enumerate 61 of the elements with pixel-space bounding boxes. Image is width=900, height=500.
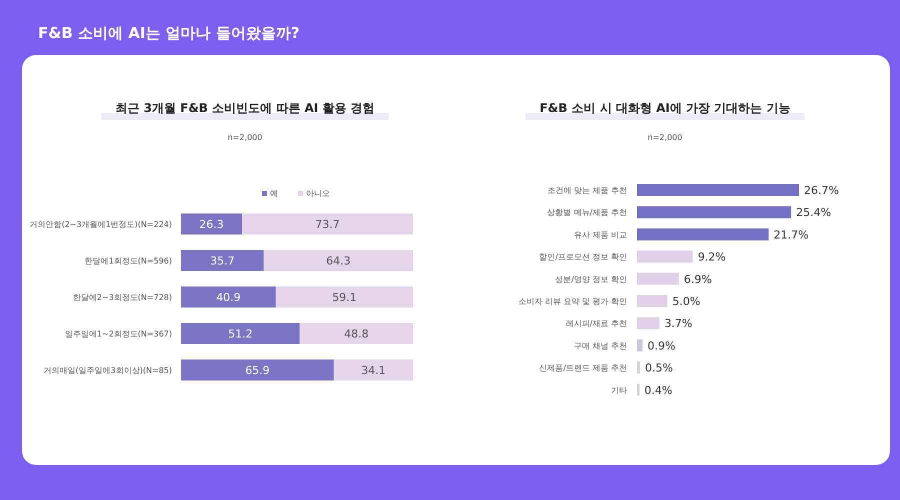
- y-tick-label: 조건에 맞는 제품 추천: [547, 186, 627, 195]
- chart-subtitle: n=2,000: [228, 133, 262, 142]
- data-label: 21.7%: [774, 228, 809, 242]
- bar: [637, 228, 769, 240]
- data-label: 65.9: [245, 364, 270, 377]
- y-tick-label: 구매 채널 추천: [574, 341, 627, 350]
- y-tick-label: 한달에1회정도(N=596): [84, 256, 172, 266]
- y-tick-label: 거의안함(2~3개월에1번정도)(N=224): [30, 220, 172, 229]
- y-tick-label: 소비자 리뷰 요약 및 평가 확인: [518, 297, 627, 306]
- bar: [181, 250, 264, 271]
- chart-title: F&B 소비 시 대화형 AI에 가장 기대하는 기능: [540, 101, 790, 115]
- bar: [637, 250, 693, 263]
- data-label: 25.4%: [796, 206, 832, 220]
- bar: [637, 295, 668, 307]
- data-label: 40.9: [216, 291, 241, 304]
- bar: [637, 184, 799, 196]
- data-label: 0.4%: [644, 384, 672, 397]
- bar: [276, 286, 413, 308]
- chart-subtitle: n=2,000: [648, 133, 682, 142]
- y-tick-label: 유사 제품 비교: [574, 230, 627, 240]
- data-label: 35.7: [210, 254, 235, 268]
- bar: [334, 360, 413, 380]
- text: F&B 소비에 AI는 얼마나 들어왔을까?: [38, 24, 300, 42]
- data-label: 26.3: [199, 218, 224, 231]
- bar: [181, 286, 276, 308]
- bar: [181, 360, 334, 380]
- data-label: 26.7%: [804, 184, 839, 197]
- legend-label: 예: [270, 189, 278, 198]
- bar: [300, 323, 413, 344]
- y-tick-label: 일주일에1~2회정도(N=367): [64, 330, 172, 338]
- data-label: 34.1: [361, 364, 386, 377]
- y-tick-label: 성분/영양 정보 확인: [555, 274, 627, 284]
- data-label: 9.2%: [698, 250, 726, 264]
- bar: [637, 317, 660, 330]
- y-tick-label: 거의매일(일주일에3회이상)(N=85): [44, 366, 172, 375]
- bar: [181, 323, 300, 344]
- y-tick-label: 신제품/트렌드 제품 추천: [539, 364, 627, 373]
- data-label: 48.8: [344, 328, 369, 340]
- y-tick-label: 할인/프로모션 정보 확인: [539, 252, 627, 262]
- data-label: 0.5%: [645, 362, 673, 375]
- bar: [264, 250, 413, 271]
- legend-label: 아니오: [306, 189, 330, 198]
- y-tick-label: 상황별 메뉴/제품 추천: [547, 208, 627, 218]
- bar: [181, 214, 242, 234]
- data-label: 73.7: [315, 218, 340, 231]
- data-label: 59.1: [332, 291, 357, 304]
- y-tick-label: 한달에2~3회정도(N=728): [72, 293, 172, 302]
- data-label: 0.9%: [647, 339, 676, 352]
- bar: [242, 214, 413, 234]
- data-label: 64.3: [326, 254, 351, 268]
- bar: [637, 339, 642, 352]
- y-tick-label: 레시피/재료 추천: [566, 319, 627, 328]
- chart-title: 최근 3개월 F&B 소비빈도에 따른 AI 활용 경험: [115, 101, 375, 115]
- bar: [637, 362, 640, 374]
- bar: [637, 272, 679, 285]
- data-label: 3.7%: [664, 317, 692, 330]
- data-label: 51.2: [228, 328, 253, 340]
- data-label: 5.0%: [672, 295, 700, 308]
- y-tick-label: 기타: [611, 386, 627, 395]
- bar: [637, 206, 792, 218]
- data-label: 6.9%: [684, 272, 712, 286]
